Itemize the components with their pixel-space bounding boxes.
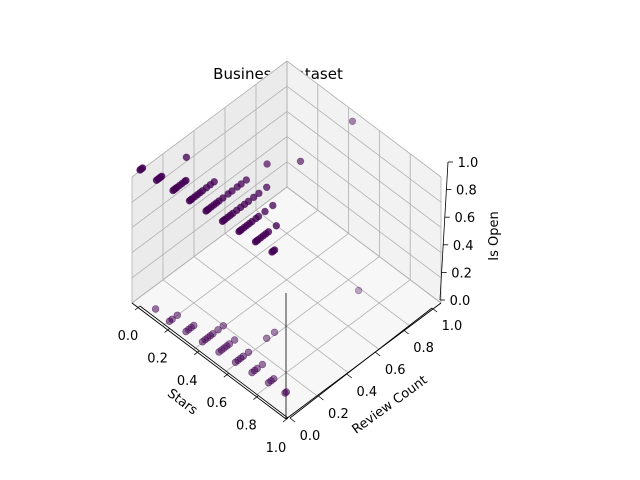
- data-point: [173, 311, 182, 319]
- data-point: [269, 201, 277, 210]
- data-point: [255, 189, 263, 198]
- x-tick-label-2: 0.4: [177, 374, 198, 389]
- y-axis-label: Review Count: [349, 373, 430, 438]
- grid-line-leftwall-z-1: [286, 161, 442, 279]
- grid-line-floor-y-4: [255, 209, 411, 327]
- data-point: [254, 212, 263, 221]
- data-point: [209, 330, 217, 338]
- x-axis-edge: [139, 305, 289, 419]
- data-point: [261, 207, 269, 216]
- data-point: [244, 197, 253, 206]
- data-point: [263, 334, 271, 342]
- grid-line-rightwall-z-3: [131, 111, 288, 228]
- data-point: [182, 153, 191, 162]
- x-tick-mark-3: [223, 372, 230, 378]
- data-points: [136, 117, 363, 397]
- data-point: [270, 246, 279, 254]
- data-point: [151, 305, 160, 313]
- x-tick-label-0: 0.0: [118, 329, 139, 344]
- x-axis-line: [131, 302, 287, 420]
- grid-line-rightwall-z-1: [131, 161, 288, 279]
- data-point: [237, 180, 245, 188]
- grid-line-leftwall-z-4: [286, 85, 442, 203]
- data-point: [258, 360, 267, 369]
- data-point: [270, 328, 279, 336]
- data-point: [263, 183, 271, 192]
- data-point: [168, 315, 176, 323]
- y-tick-mark-1: [318, 395, 324, 401]
- grid-line-rightwall-z-5: [131, 60, 288, 178]
- grid-line-leftwall-z-2: [286, 136, 442, 253]
- x-axis-label: Stars: [164, 386, 200, 418]
- grid-line-floor-x-4: [162, 209, 319, 327]
- data-point: [244, 348, 253, 356]
- grid-line-floor-y-5: [286, 186, 442, 304]
- y-tick-label-0: 0.0: [300, 429, 321, 444]
- data-point: [138, 164, 147, 172]
- data-point: [250, 193, 258, 202]
- data-point: [272, 222, 280, 230]
- x-tick-label-5: 1.0: [266, 441, 287, 456]
- grid-line-floor-y-3: [224, 233, 380, 350]
- data-point: [225, 340, 234, 348]
- data-point: [263, 160, 271, 168]
- data-point: [230, 336, 239, 344]
- y-tick-mark-2: [346, 373, 353, 379]
- grid-line-floor-y-2: [193, 256, 349, 373]
- grid-line-rightwall-z-2: [131, 136, 288, 253]
- data-point: [239, 352, 248, 360]
- y-tick-mark-0: [289, 417, 296, 423]
- z-tick-label-2: 0.4: [453, 239, 474, 254]
- x-tick-mark-1: [164, 328, 170, 333]
- tick-labels: 0.0 0.2 0.4 0.6 0.8 1.0 0.0 0.2 0.4 0.6 0.8 1.0 0.0 0…: [118, 156, 479, 456]
- data-point: [296, 157, 305, 166]
- data-point: [228, 187, 236, 195]
- data-point: [158, 172, 166, 181]
- x-tick-label-1: 0.2: [147, 351, 168, 366]
- data-point: [348, 117, 357, 126]
- y-axis-edge: [289, 307, 433, 419]
- data-point: [282, 388, 290, 396]
- x-tick-mark-2: [193, 350, 200, 356]
- grid-line-floor-x-1: [254, 279, 411, 397]
- x-tick-mark-4: [253, 395, 259, 400]
- grid-line-floor-x-5: [131, 186, 288, 304]
- grid-line-floor-y-1: [162, 279, 318, 397]
- data-point: [210, 178, 218, 186]
- y-tick-mark-3: [374, 351, 381, 357]
- data-point: [182, 176, 190, 185]
- y-tick-mark-4: [403, 329, 409, 335]
- x-tick-mark-5: [282, 417, 289, 423]
- axis-lines: [131, 161, 449, 420]
- back-left-pane: [287, 61, 441, 303]
- data-point: [190, 321, 198, 330]
- y-tick-label-5: 1.0: [442, 319, 463, 334]
- z-axis-edge: [439, 161, 449, 301]
- grid-line-leftwall-z-3: [286, 111, 442, 228]
- y-tick-mark-5: [431, 307, 438, 313]
- y-tick-label-2: 0.4: [356, 385, 377, 400]
- data-point: [242, 176, 251, 184]
- z-tick-label-3: 0.6: [454, 211, 475, 226]
- z-axis-label: Is Open: [487, 211, 502, 260]
- y-tick-label-3: 0.6: [385, 363, 406, 378]
- grid-line-leftwall-z-5: [286, 60, 442, 178]
- z-tick-label-1: 0.2: [451, 266, 472, 281]
- data-point: [219, 194, 227, 202]
- data-point: [354, 286, 363, 295]
- y-tick-label-1: 0.2: [328, 407, 349, 422]
- x-tick-mark-0: [134, 305, 141, 311]
- y-tick-label-4: 0.8: [413, 341, 434, 356]
- x-tick-label-3: 0.6: [206, 396, 227, 411]
- data-point: [214, 326, 222, 334]
- z-tick-label-0: 0.0: [450, 294, 471, 309]
- data-point: [270, 375, 278, 383]
- z-tick-label-4: 0.8: [456, 184, 477, 199]
- data-point: [264, 228, 273, 236]
- data-point: [253, 364, 261, 373]
- x-tick-label-4: 0.8: [236, 419, 257, 434]
- data-point: [219, 322, 228, 330]
- z-tick-label-5: 1.0: [458, 156, 479, 171]
